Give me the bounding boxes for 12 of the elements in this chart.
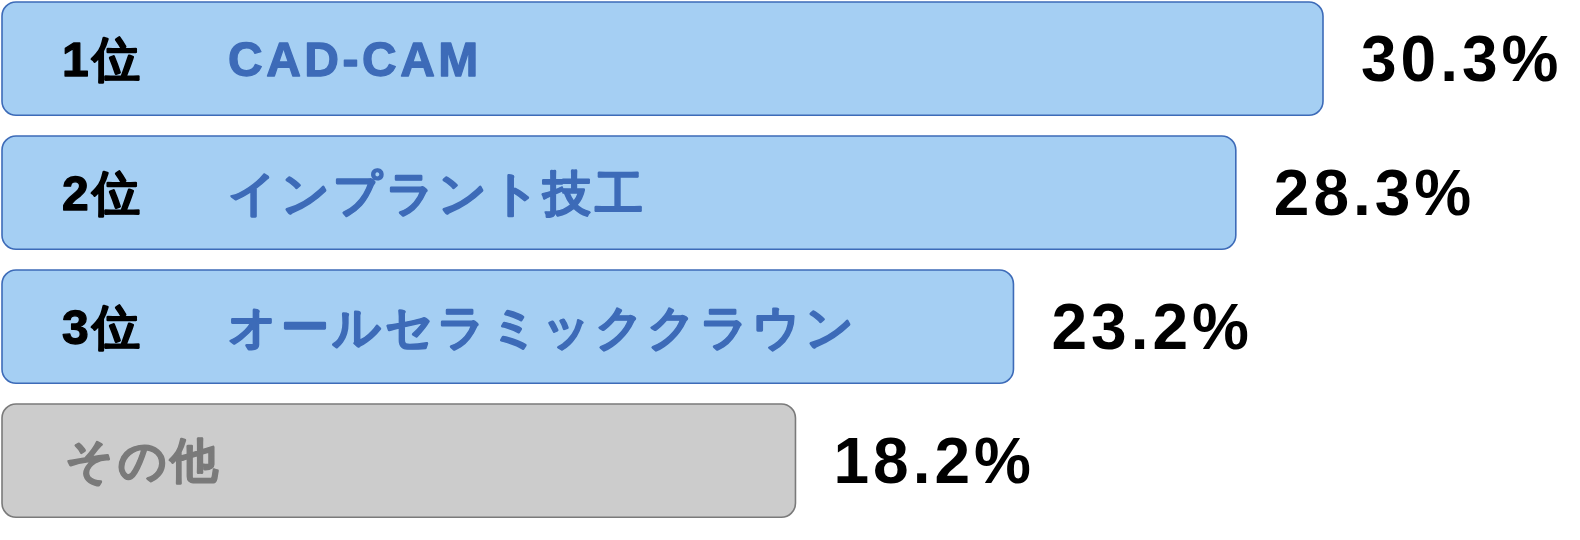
data-label: 28.3% [1273, 156, 1476, 229]
data-label: 30.3% [1361, 22, 1563, 95]
bar [1, 1, 1324, 117]
category-label: その他 [65, 434, 222, 488]
category-label: 1位 CAD-CAM [62, 32, 482, 86]
category-label: 2位 インプラント技工 [62, 166, 646, 220]
data-label: 23.2% [1051, 290, 1253, 363]
bar [1, 403, 797, 519]
bar [1, 135, 1237, 251]
category-label: 3位 オールセラミッククラウン [62, 300, 857, 354]
bar [1, 269, 1015, 385]
data-label: 18.2% [833, 424, 1035, 497]
